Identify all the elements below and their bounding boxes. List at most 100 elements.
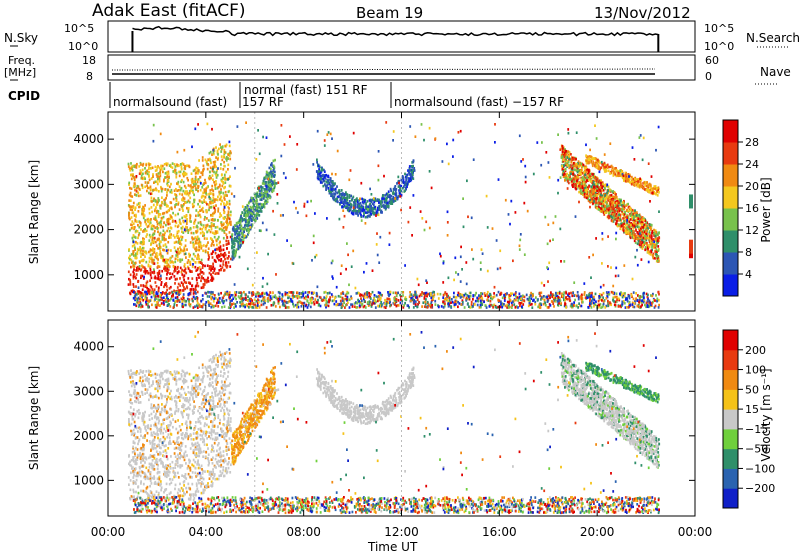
power-point bbox=[588, 157, 591, 160]
power-point bbox=[216, 225, 219, 229]
power-point bbox=[146, 184, 148, 187]
power-point bbox=[139, 245, 141, 249]
power-point bbox=[646, 243, 649, 247]
power-point bbox=[134, 252, 137, 256]
power-point bbox=[132, 274, 135, 278]
power-point bbox=[596, 158, 599, 162]
power-point bbox=[603, 170, 606, 173]
power-point bbox=[130, 173, 132, 177]
power-point bbox=[657, 233, 659, 237]
power-point bbox=[571, 156, 574, 160]
power-point bbox=[404, 297, 406, 301]
power-point bbox=[222, 236, 225, 240]
power-point bbox=[201, 186, 204, 189]
power-point bbox=[628, 220, 631, 224]
power-point bbox=[356, 209, 359, 213]
power-point bbox=[588, 194, 591, 198]
power-point bbox=[138, 265, 141, 268]
power-point bbox=[193, 168, 196, 172]
power-point bbox=[145, 163, 148, 167]
power-point bbox=[650, 191, 653, 195]
power-point bbox=[615, 222, 617, 226]
power-point bbox=[412, 159, 415, 162]
power-point bbox=[563, 304, 566, 308]
power-point bbox=[225, 226, 228, 229]
power-point bbox=[583, 195, 586, 199]
power-point bbox=[194, 247, 196, 251]
power-point bbox=[633, 181, 636, 184]
power-point bbox=[655, 192, 657, 196]
power-point bbox=[316, 301, 319, 304]
power-point bbox=[357, 210, 360, 213]
power-point bbox=[195, 188, 198, 191]
power-point bbox=[219, 264, 222, 268]
power-point bbox=[565, 149, 567, 153]
power-point bbox=[200, 208, 203, 211]
power-point bbox=[201, 172, 204, 175]
power-point bbox=[574, 174, 576, 178]
power-point bbox=[166, 175, 169, 178]
power-point bbox=[193, 204, 195, 208]
power-point bbox=[657, 241, 659, 244]
power-point bbox=[156, 166, 159, 169]
power-point bbox=[154, 216, 157, 220]
power-point bbox=[233, 224, 236, 227]
power-point bbox=[597, 199, 600, 202]
power-point bbox=[174, 266, 177, 269]
power-point bbox=[597, 164, 600, 168]
power-point bbox=[133, 268, 135, 271]
power-point bbox=[146, 189, 148, 193]
power-point bbox=[197, 189, 199, 193]
power-point bbox=[598, 179, 601, 183]
power-point bbox=[160, 185, 162, 189]
power-point bbox=[650, 224, 653, 227]
power-point bbox=[214, 185, 217, 189]
power-point bbox=[204, 178, 206, 182]
power-point bbox=[384, 204, 387, 208]
power-point bbox=[620, 199, 622, 203]
power-point bbox=[589, 159, 591, 162]
power-point bbox=[183, 265, 186, 268]
power-point bbox=[616, 219, 618, 223]
power-point bbox=[178, 170, 180, 174]
power-point bbox=[263, 205, 266, 209]
power-point bbox=[274, 185, 276, 188]
power-point bbox=[270, 170, 272, 173]
power-point bbox=[409, 291, 411, 294]
power-point bbox=[225, 228, 228, 231]
power-point bbox=[636, 179, 639, 183]
power-point bbox=[629, 214, 632, 218]
power-point bbox=[635, 224, 638, 227]
power-point bbox=[141, 288, 144, 291]
power-point bbox=[207, 158, 210, 161]
power-point bbox=[205, 279, 207, 282]
power-point bbox=[597, 179, 599, 183]
power-point bbox=[612, 201, 615, 204]
power-point bbox=[217, 247, 220, 251]
power-point bbox=[237, 295, 240, 298]
power-point bbox=[190, 178, 193, 182]
power-point bbox=[128, 199, 131, 202]
power-point bbox=[135, 256, 138, 259]
power-point bbox=[652, 187, 655, 190]
power-point bbox=[182, 284, 184, 287]
power-point bbox=[388, 195, 391, 199]
power-point bbox=[648, 252, 651, 255]
power-point bbox=[262, 204, 264, 208]
power-point bbox=[187, 184, 190, 187]
power-point bbox=[195, 276, 198, 280]
power-point bbox=[651, 231, 653, 235]
power-point bbox=[626, 203, 628, 206]
power-heatmap bbox=[127, 112, 693, 311]
power-point bbox=[616, 209, 619, 213]
power-point bbox=[402, 187, 404, 190]
power-point bbox=[329, 179, 332, 182]
power-point bbox=[206, 278, 209, 282]
power-point bbox=[469, 306, 472, 309]
power-point bbox=[181, 207, 184, 210]
power-point bbox=[609, 172, 611, 175]
power-point bbox=[206, 243, 208, 247]
power-point bbox=[589, 299, 591, 303]
power-point bbox=[399, 189, 402, 193]
power-point bbox=[644, 183, 646, 187]
